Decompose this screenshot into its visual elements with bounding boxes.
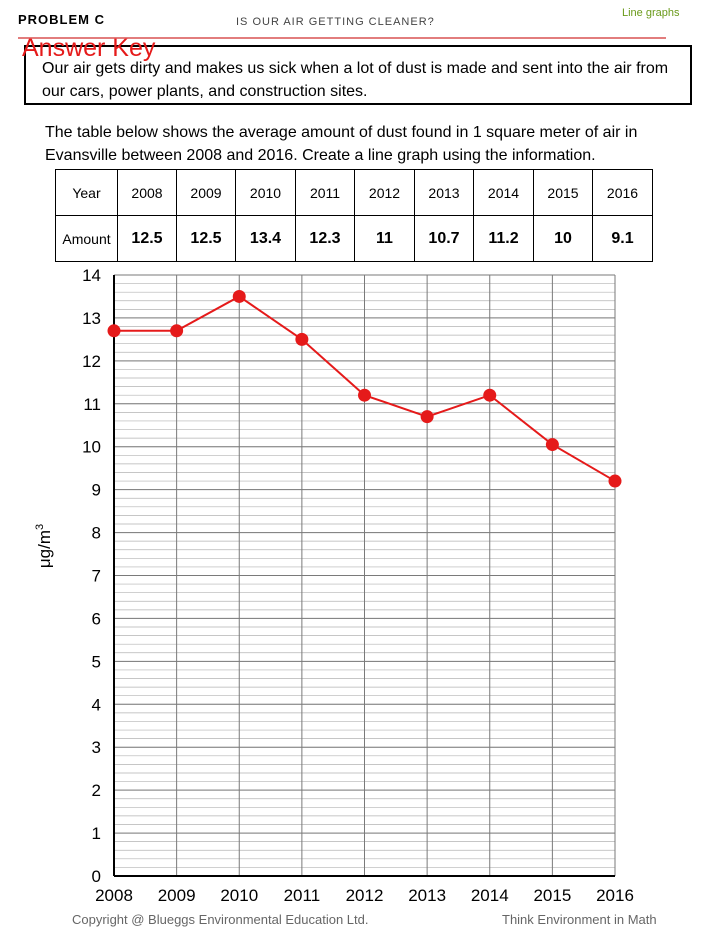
worksheet-title: IS OUR AIR GETTING CLEANER? [236,16,435,28]
x-tick-label: 2015 [533,886,571,905]
data-point [232,289,246,303]
category-label: Line graphs [622,7,680,19]
data-point [295,332,309,346]
chart-series [107,289,622,488]
y-tick-label: 9 [92,481,101,500]
intro-box: Our air gets dirty and makes us sick whe… [24,45,692,105]
table-cell-amount: 10 [533,215,593,262]
table-cell-year: 2015 [533,169,593,216]
intro-text: Our air gets dirty and makes us sick whe… [42,60,669,100]
y-tick-label: 6 [92,609,101,628]
y-tick-label: 0 [92,867,101,886]
x-tick-label: 2013 [408,886,446,905]
copyright-text: Copyright @ Blueggs Environmental Educat… [72,912,369,927]
table-cell-year: 2012 [354,169,415,216]
y-tick-label: 11 [83,395,101,414]
table-cell-year: 2011 [295,169,355,216]
answer-key-label: Answer Key [22,34,156,62]
table-cell-amount: 11.2 [473,215,534,262]
problem-label: PROBLEM C [18,12,105,27]
table-cell-amount: 12.5 [117,215,177,262]
table-cell-amount: 12.5 [176,215,236,262]
y-tick-label: 3 [92,738,101,757]
data-table: Year 2008 2009 2010 2011 2012 2013 2014 … [55,169,653,262]
y-tick-label: 5 [92,652,101,671]
y-tick-label: 12 [82,352,101,371]
table-cell-amount: 11 [354,215,415,262]
data-point [107,324,121,338]
y-tick-label: 1 [92,824,101,843]
y-tick-label: 13 [82,309,101,328]
table-row-label: Year [55,169,118,216]
data-point [358,388,371,402]
table-row-label: Amount [55,215,118,262]
y-tick-label: 4 [92,695,101,714]
y-tick-label: 7 [92,567,101,586]
table-cell-year: 2009 [176,169,236,216]
table-cell-amount: 13.4 [235,215,296,262]
y-tick-label: 8 [92,524,101,543]
table-cell-amount: 9.1 [592,215,653,262]
chart-axes [113,275,615,877]
table-cell-year: 2010 [235,169,296,216]
table-cell-year: 2016 [592,169,653,216]
table-cell-year: 2013 [414,169,474,216]
x-tick-label: 2008 [95,886,133,905]
header-rule [18,37,666,39]
x-tick-label: 2010 [220,886,258,905]
x-tick-label: 2009 [158,886,196,905]
table-row-amount: Amount 12.5 12.5 13.4 12.3 11 10.7 11.2 … [55,215,653,262]
data-point [545,438,559,452]
x-tick-label: 2016 [596,886,634,905]
x-tick-label: 2014 [471,886,509,905]
data-point [170,324,184,338]
x-tick-label: 2012 [346,886,384,905]
table-cell-year: 2008 [117,169,177,216]
chart-grid [113,274,616,876]
table-cell-amount: 12.3 [295,215,355,262]
data-point [608,474,622,488]
y-tick-label: 2 [92,781,101,800]
data-point [483,388,497,402]
y-axis-label: μg/m3 [34,524,54,568]
table-cell-year: 2014 [473,169,534,216]
table-cell-amount: 10.7 [414,215,474,262]
footer-tagline: Think Environment in Math [502,912,657,927]
table-row-year: Year 2008 2009 2010 2011 2012 2013 2014 … [55,169,653,216]
x-tick-label: 2011 [284,886,321,905]
y-tick-label: 14 [82,266,101,285]
instructions-text: The table below shows the average amount… [45,124,638,164]
y-tick-label: 10 [82,438,101,457]
data-point [420,410,434,424]
